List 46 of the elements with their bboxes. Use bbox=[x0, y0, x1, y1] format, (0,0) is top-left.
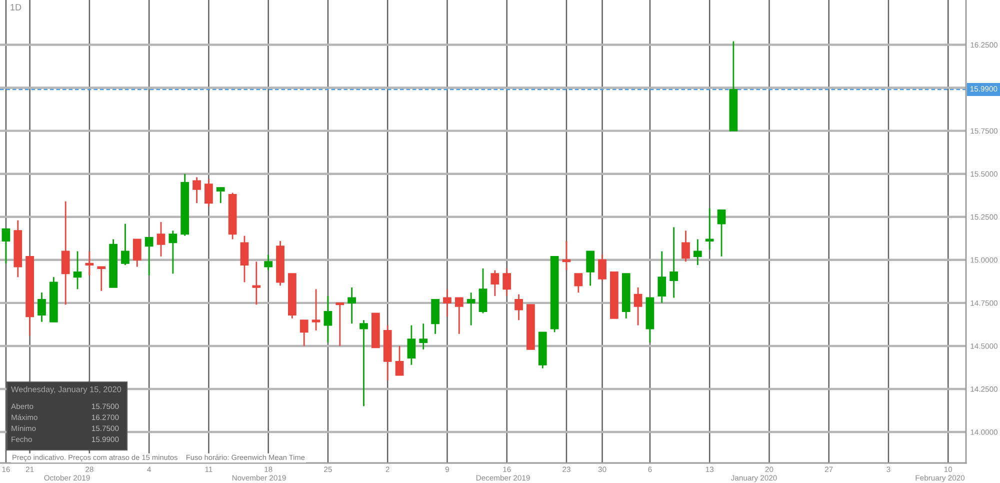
candlestick bbox=[252, 260, 261, 306]
candlestick bbox=[121, 223, 130, 266]
candlestick bbox=[73, 250, 82, 290]
candlestick bbox=[204, 178, 213, 208]
candlestick bbox=[454, 297, 464, 335]
candlestick bbox=[312, 288, 320, 332]
candlestick bbox=[144, 236, 154, 276]
candlestick bbox=[658, 250, 666, 304]
candlestick bbox=[693, 238, 702, 266]
candlestick bbox=[478, 268, 488, 314]
candlestick bbox=[240, 235, 249, 283]
candlestick bbox=[38, 292, 46, 323]
candlestick bbox=[395, 345, 404, 376]
candlestick bbox=[705, 208, 714, 250]
candlestick bbox=[61, 200, 70, 306]
candlestick bbox=[348, 286, 356, 324]
candlestick bbox=[324, 295, 332, 344]
candlestick bbox=[97, 266, 106, 292]
candlestick bbox=[216, 186, 225, 204]
candlestick bbox=[407, 324, 416, 366]
candlestick bbox=[574, 272, 583, 294]
candlestick bbox=[156, 221, 166, 258]
candlestick bbox=[264, 254, 273, 271]
candlestick bbox=[336, 302, 344, 347]
candlestick bbox=[419, 322, 428, 350]
candlestick bbox=[85, 250, 94, 276]
candlestick bbox=[586, 250, 595, 286]
candlestick bbox=[502, 268, 512, 297]
candlestick bbox=[514, 294, 523, 321]
candlestick bbox=[682, 230, 690, 262]
candlestick bbox=[300, 319, 308, 347]
candlestick bbox=[598, 254, 606, 282]
candlestick bbox=[670, 226, 678, 298]
candlestick bbox=[490, 270, 500, 297]
candlestick bbox=[360, 319, 368, 407]
candlestick bbox=[717, 209, 726, 258]
candlestick bbox=[634, 286, 642, 326]
candlestick bbox=[562, 240, 571, 271]
candlestick bbox=[2, 228, 10, 264]
candlestick bbox=[168, 230, 178, 274]
annotation: Wednesday, January 15, 2020 bbox=[11, 386, 122, 394]
candlestick bbox=[192, 176, 201, 204]
candlestick bbox=[132, 238, 142, 268]
candlestick bbox=[466, 292, 476, 326]
annotation: 1D bbox=[10, 4, 22, 10]
candlestick bbox=[443, 288, 452, 318]
